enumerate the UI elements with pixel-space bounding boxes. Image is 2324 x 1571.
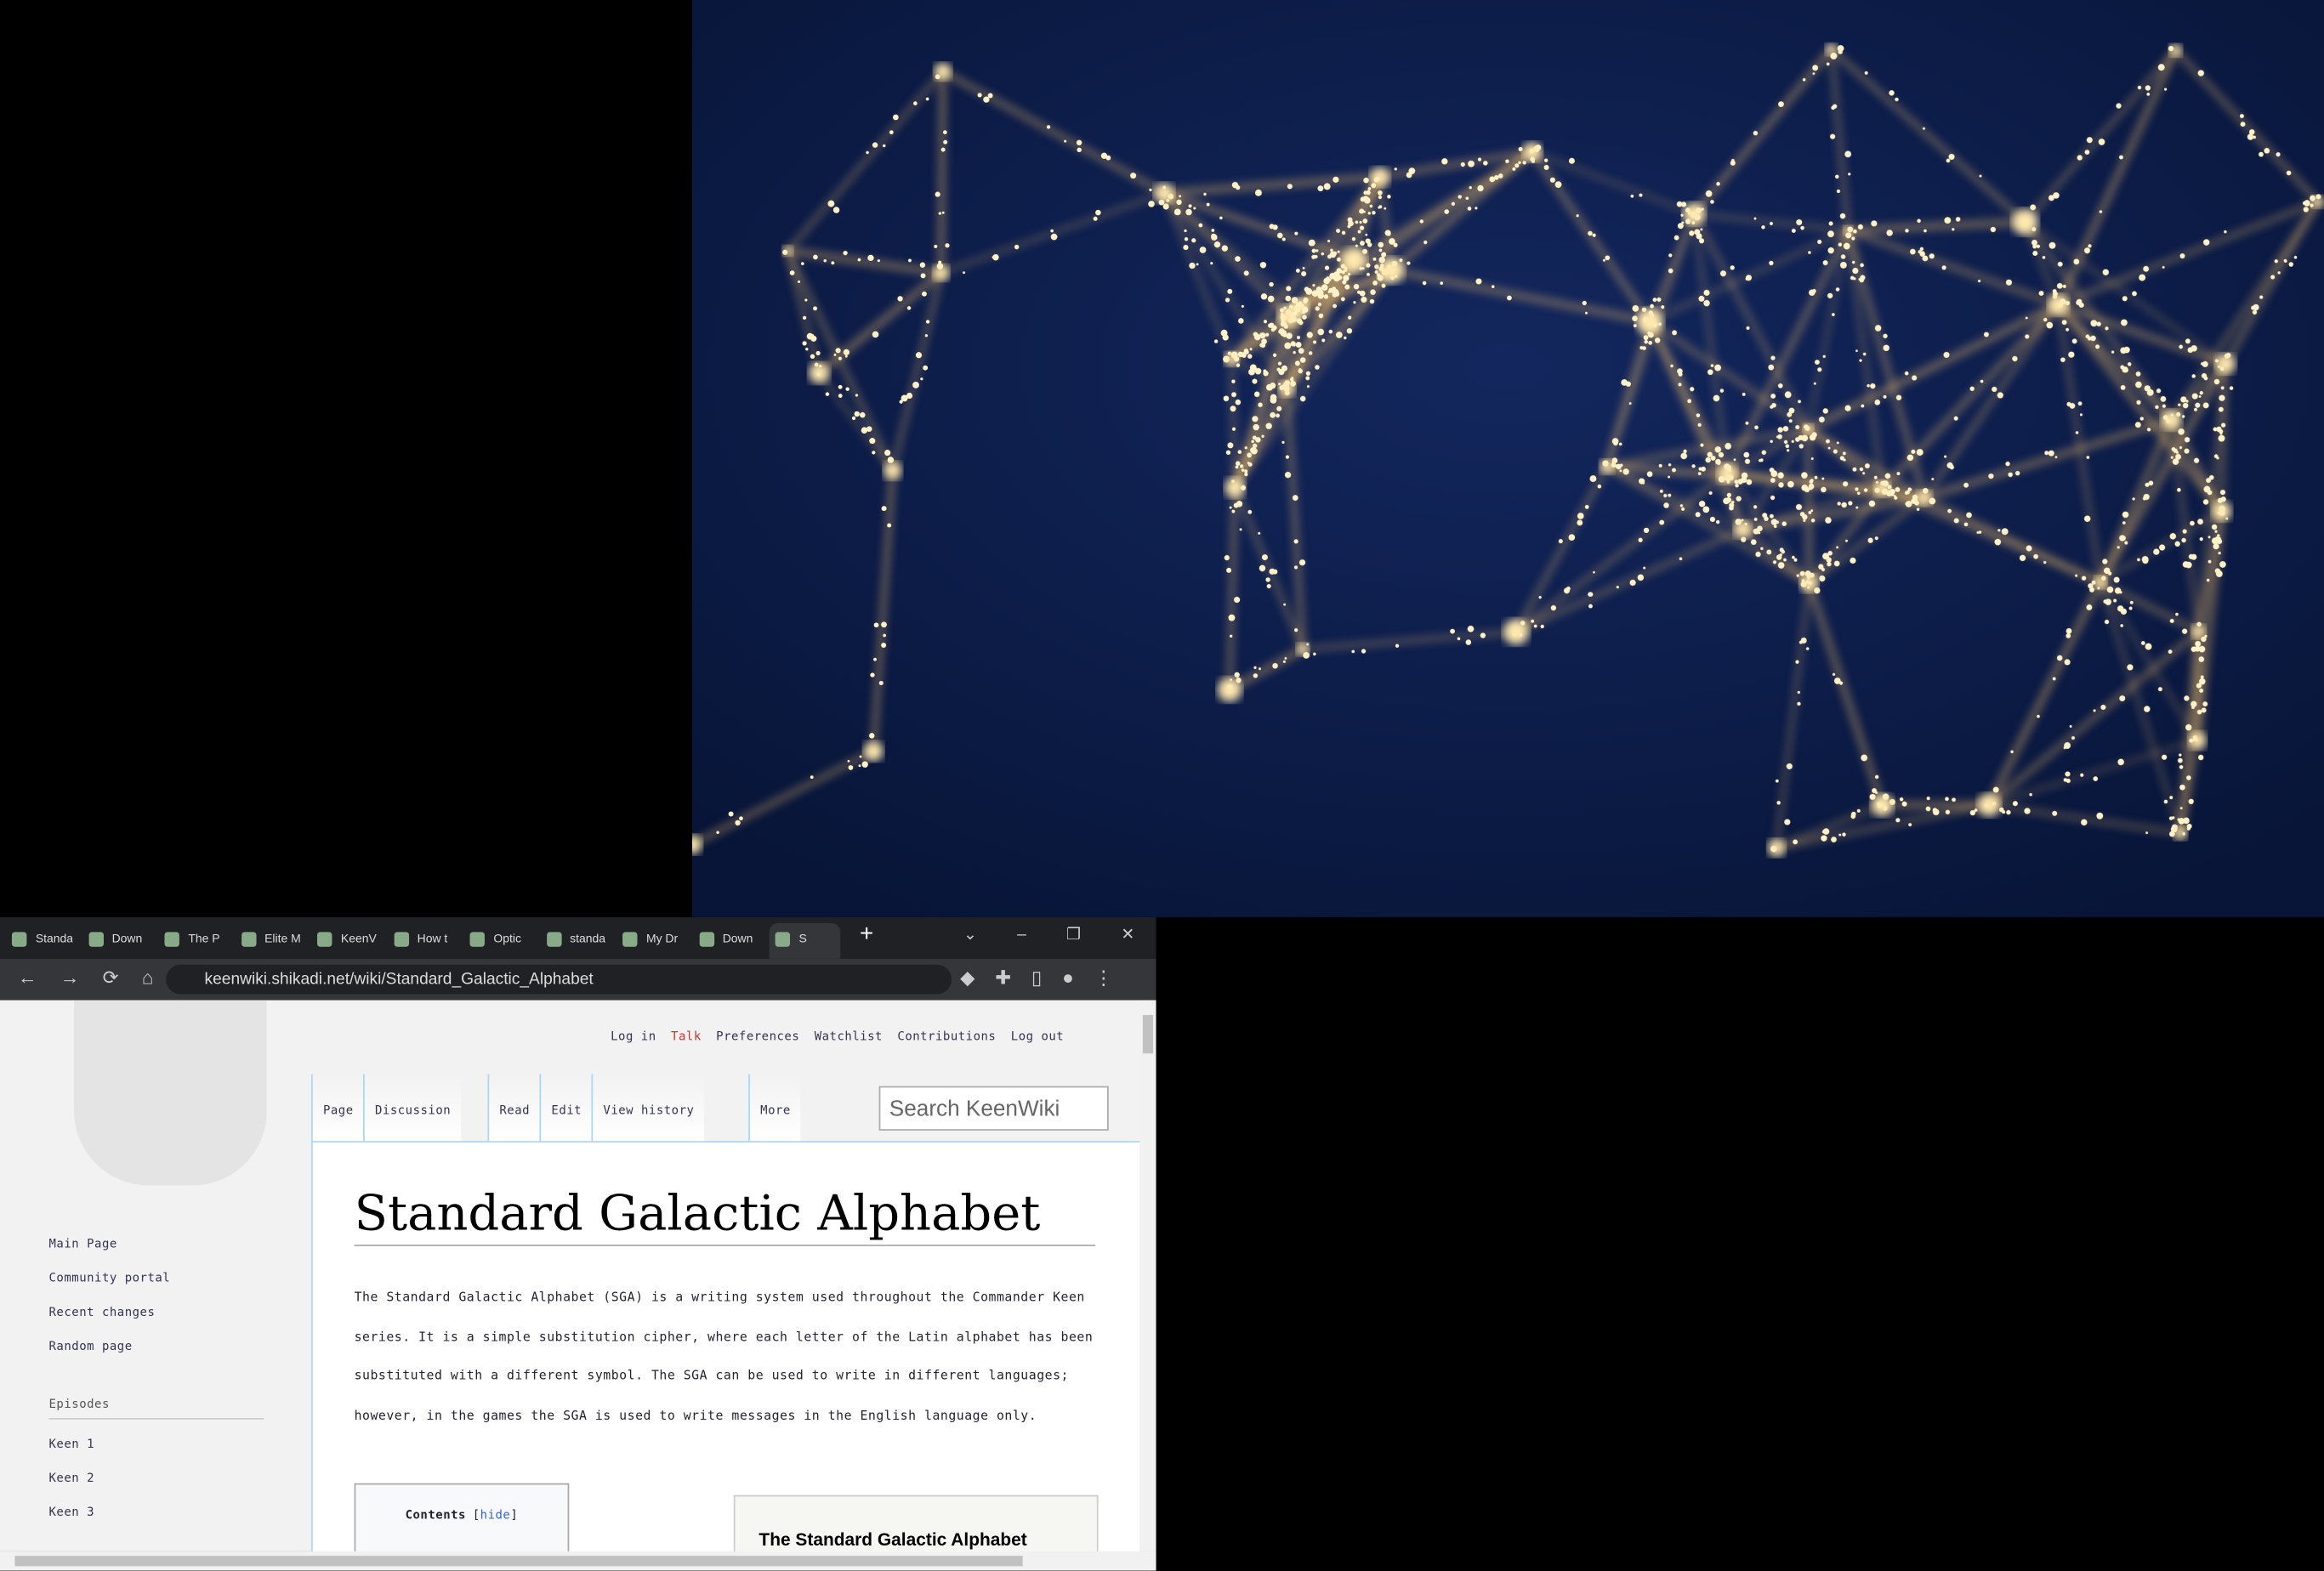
page-tab[interactable]: Page (311, 1074, 364, 1142)
h-scrollbar (0, 1551, 1156, 1571)
figure-caption: The Standard Galactic Alphabet (759, 1528, 1027, 1551)
tab-title: Down (722, 932, 753, 946)
search[interactable]: Search KeenWiki (878, 1086, 1109, 1131)
nav-link[interactable]: Keen 1 (48, 1437, 95, 1451)
tab[interactable]: Standa (6, 923, 72, 956)
personal-link[interactable]: Log out (1010, 1029, 1065, 1044)
page-tab[interactable]: Read (487, 1074, 541, 1142)
web-page: Log in Talk Preferences Watchlist Contributi… (0, 1000, 1156, 1551)
tab-title: Standa (35, 932, 73, 946)
personal-link[interactable]: Talk (671, 1029, 702, 1044)
tab[interactable]: Optic (464, 923, 531, 956)
logo (74, 1000, 267, 1186)
tab-title: Elite M (264, 932, 301, 946)
personal-tools: Log in Talk Preferences Watchlist Contributi… (611, 1021, 1079, 1047)
tab-title: My Dr (645, 932, 679, 946)
tab[interactable]: The P (159, 923, 225, 956)
toc-title: Contents (405, 1508, 466, 1523)
nav-link[interactable]: Keen 2 (48, 1471, 95, 1485)
tab[interactable]: Down (82, 923, 149, 956)
portal-heading: Episodes (48, 1398, 264, 1420)
nav-link[interactable]: Community portal (48, 1271, 171, 1285)
wallpaper (691, 0, 2324, 917)
tab[interactable]: How t (388, 923, 454, 956)
nav-buttons[interactable]: ← → ⟳ ⌂ (17, 966, 154, 989)
tab-title: S (798, 932, 807, 946)
personal-link[interactable]: Log in (611, 1029, 656, 1044)
new-tab[interactable]: + (859, 922, 874, 947)
nav-link[interactable]: Keen 3 (48, 1505, 95, 1519)
content: Standard Galactic Alphabet The Standard … (311, 1141, 1140, 1551)
nav-link[interactable]: Random page (48, 1339, 133, 1353)
personal-link[interactable]: Preferences (716, 1029, 800, 1044)
figure: The Standard Galactic Alphabet (733, 1494, 1099, 1551)
url[interactable]: keenwiki.shikadi.net/wiki/Standard_Galac… (166, 964, 952, 995)
tab-title: The P (188, 932, 220, 946)
scrollbar (1139, 1000, 1156, 1551)
page-tab[interactable]: More (748, 1074, 802, 1142)
toc-toggle[interactable]: hide (480, 1508, 511, 1523)
tab[interactable]: My Dr (617, 923, 683, 956)
tab[interactable]: Down (693, 923, 759, 956)
personal-link[interactable]: Watchlist (814, 1029, 883, 1044)
tab-title: How t (417, 932, 448, 946)
tab[interactable]: standa (540, 923, 606, 956)
nav-link[interactable]: Recent changes (48, 1305, 156, 1319)
page-title: Standard Galactic Alphabet (354, 1184, 1096, 1246)
tab-bar: Standa Down The P Elite M KeenV How t Optic sta… (0, 916, 1156, 959)
tab[interactable]: S (769, 922, 841, 959)
page-tab[interactable]: Edit (539, 1074, 593, 1142)
tab[interactable]: KeenV (311, 923, 378, 956)
tab-title: KeenV (340, 932, 377, 946)
tab-title: standa (570, 932, 606, 946)
personal-link[interactable]: Contributions (897, 1029, 997, 1044)
nav-link[interactable]: Main Page (48, 1237, 117, 1251)
tab-title: Down (111, 932, 143, 946)
sidebar: Main Page Community portal Recent changes R… (48, 1237, 264, 1540)
page-tab[interactable]: View history (591, 1074, 705, 1142)
page-tabs: Page Discussion Read Edit View history More (311, 1001, 874, 1142)
window-controls[interactable]: ⌄ – ❐ ✕ (963, 926, 1135, 944)
toc: Contents [hide] (354, 1483, 570, 1551)
tab[interactable]: Elite M (235, 923, 301, 956)
tab-title: Optic (493, 932, 521, 946)
paragraph: The Standard Galactic Alphabet (SGA) is … (354, 1290, 1094, 1424)
page-tab[interactable]: Discussion (363, 1074, 462, 1142)
